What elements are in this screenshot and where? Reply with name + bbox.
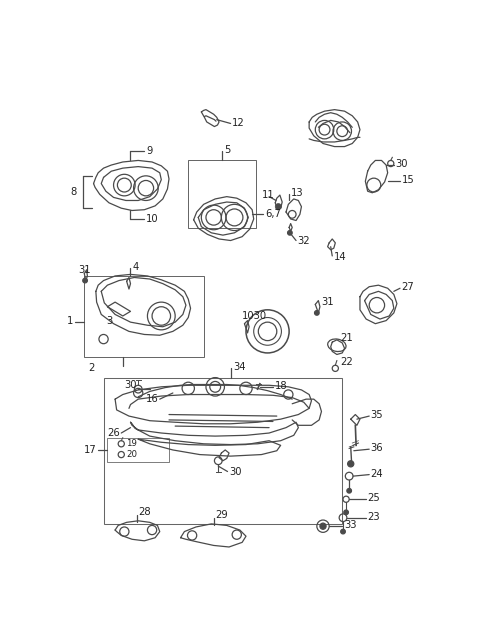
- Text: 31: 31: [78, 265, 91, 275]
- Circle shape: [288, 231, 292, 235]
- Circle shape: [348, 460, 354, 467]
- Text: 32: 32: [298, 236, 310, 246]
- Text: 19: 19: [126, 439, 137, 448]
- Text: 21: 21: [340, 332, 353, 343]
- Text: 2: 2: [88, 363, 95, 373]
- Text: 28: 28: [138, 507, 151, 517]
- Text: 15: 15: [402, 175, 414, 185]
- Text: 10: 10: [146, 214, 158, 224]
- Text: 30: 30: [396, 159, 408, 169]
- Text: 6,7: 6,7: [265, 209, 281, 220]
- Circle shape: [314, 310, 319, 315]
- Circle shape: [275, 204, 281, 210]
- Text: 33: 33: [344, 520, 356, 531]
- Text: 5: 5: [225, 145, 231, 155]
- Circle shape: [341, 529, 345, 534]
- Text: 25: 25: [368, 493, 381, 504]
- Text: 8: 8: [71, 187, 77, 197]
- Text: 36: 36: [371, 444, 384, 453]
- Text: 31: 31: [322, 297, 334, 307]
- Text: 12: 12: [232, 118, 245, 129]
- Text: 34: 34: [234, 362, 246, 372]
- Text: 29: 29: [215, 511, 228, 520]
- Text: 18: 18: [275, 381, 287, 391]
- Text: 26: 26: [108, 428, 120, 438]
- Text: 20: 20: [126, 450, 137, 459]
- Text: 3: 3: [106, 316, 112, 327]
- Circle shape: [320, 523, 326, 529]
- Text: 11: 11: [262, 190, 274, 200]
- Text: 17: 17: [84, 445, 97, 455]
- Text: 35: 35: [371, 410, 384, 419]
- Text: 30: 30: [229, 468, 241, 477]
- Circle shape: [344, 510, 348, 515]
- Circle shape: [347, 488, 351, 493]
- Text: 23: 23: [368, 512, 380, 522]
- Text: 27: 27: [402, 281, 414, 292]
- Circle shape: [83, 278, 87, 283]
- Text: 14: 14: [334, 252, 347, 263]
- Text: 9: 9: [146, 146, 152, 156]
- Text: 1030: 1030: [242, 311, 267, 321]
- Text: 1: 1: [67, 316, 74, 327]
- Text: 4: 4: [133, 261, 139, 272]
- Text: 13: 13: [291, 188, 303, 198]
- Text: 16: 16: [146, 394, 159, 404]
- Text: 24: 24: [371, 469, 384, 479]
- Text: 22: 22: [340, 357, 353, 367]
- Text: 30: 30: [124, 380, 137, 390]
